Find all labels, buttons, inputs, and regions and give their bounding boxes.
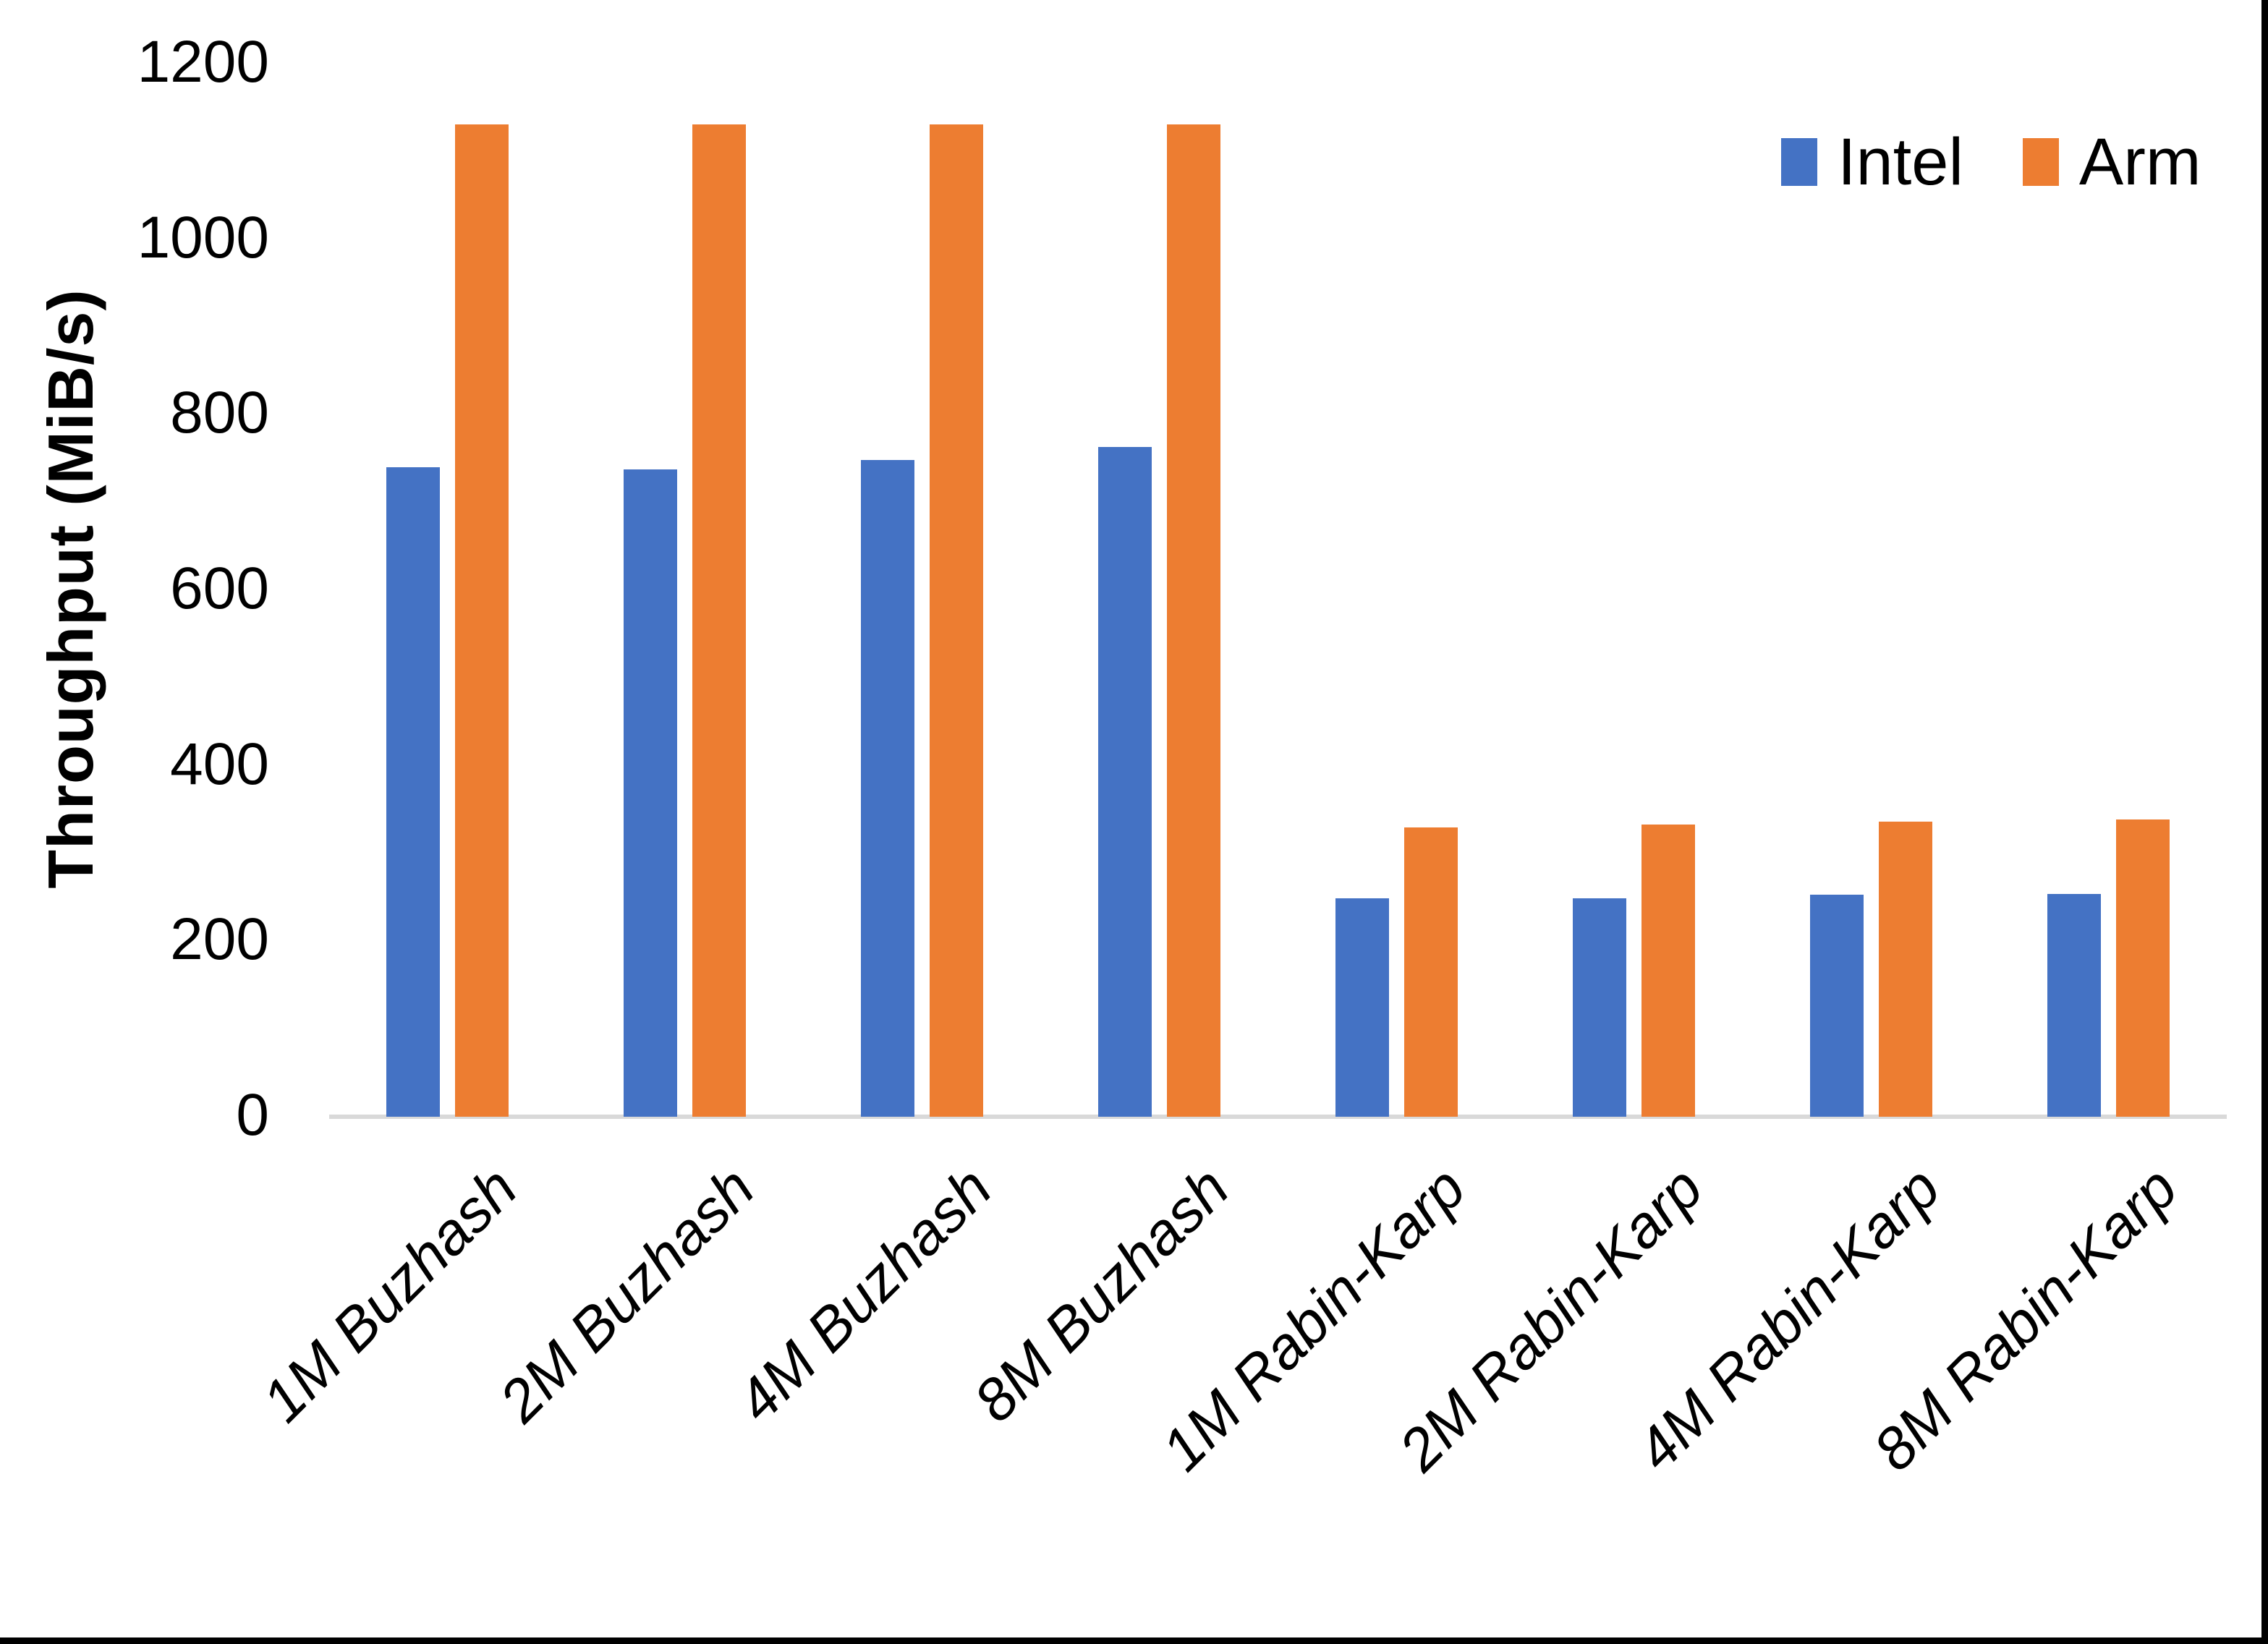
x-tick-label-2m-buzhash: 2M Buzhash [487, 1154, 767, 1435]
y-tick-label-1000: 1000 [137, 204, 269, 271]
bar-arm-4m-buzhash [930, 124, 984, 1117]
y-tick-label-400: 400 [170, 731, 269, 797]
x-axis-line [329, 1115, 2227, 1119]
legend-label-arm: Arm [2078, 124, 2201, 199]
bar-arm-4m-rabin-karp [1878, 822, 1932, 1117]
legend-item-intel: Intel [1781, 124, 1963, 200]
bar-arm-8m-rabin-karp [2115, 819, 2170, 1117]
legend: Intel Arm [1781, 125, 2201, 199]
bar-intel-2m-rabin-karp [1572, 898, 1626, 1117]
y-tick-label-800: 800 [170, 380, 269, 446]
y-tick-label-600: 600 [170, 555, 269, 622]
bar-arm-2m-rabin-karp [1641, 825, 1695, 1117]
legend-item-arm: Arm [2022, 124, 2201, 200]
bar-arm-1m-buzhash [455, 124, 509, 1117]
x-tick-label-4m-buzhash: 4M Buzhash [724, 1154, 1004, 1435]
frame-border-right [2261, 0, 2268, 1644]
bar-intel-4m-rabin-karp [1809, 895, 1864, 1117]
y-tick-label-1200: 1200 [137, 29, 269, 95]
bar-intel-2m-buzhash [624, 469, 678, 1117]
frame-border-bottom [0, 1637, 2268, 1644]
bar-intel-4m-buzhash [861, 460, 915, 1117]
y-tick-label-200: 200 [170, 906, 269, 973]
legend-label-intel: Intel [1838, 124, 1963, 199]
bar-arm-1m-rabin-karp [1403, 827, 1458, 1117]
legend-swatch-arm [2022, 138, 2059, 186]
x-tick-label-1m-buzhash: 1M Buzhash [250, 1154, 530, 1435]
y-tick-label-0: 0 [236, 1082, 269, 1149]
bar-intel-1m-rabin-karp [1335, 898, 1389, 1117]
bar-intel-1m-buzhash [386, 467, 441, 1117]
bar-intel-8m-buzhash [1098, 447, 1152, 1117]
bar-intel-8m-rabin-karp [2047, 894, 2101, 1117]
bar-arm-2m-buzhash [692, 124, 747, 1117]
legend-swatch-intel [1781, 138, 1817, 186]
bar-arm-8m-buzhash [1167, 124, 1221, 1117]
